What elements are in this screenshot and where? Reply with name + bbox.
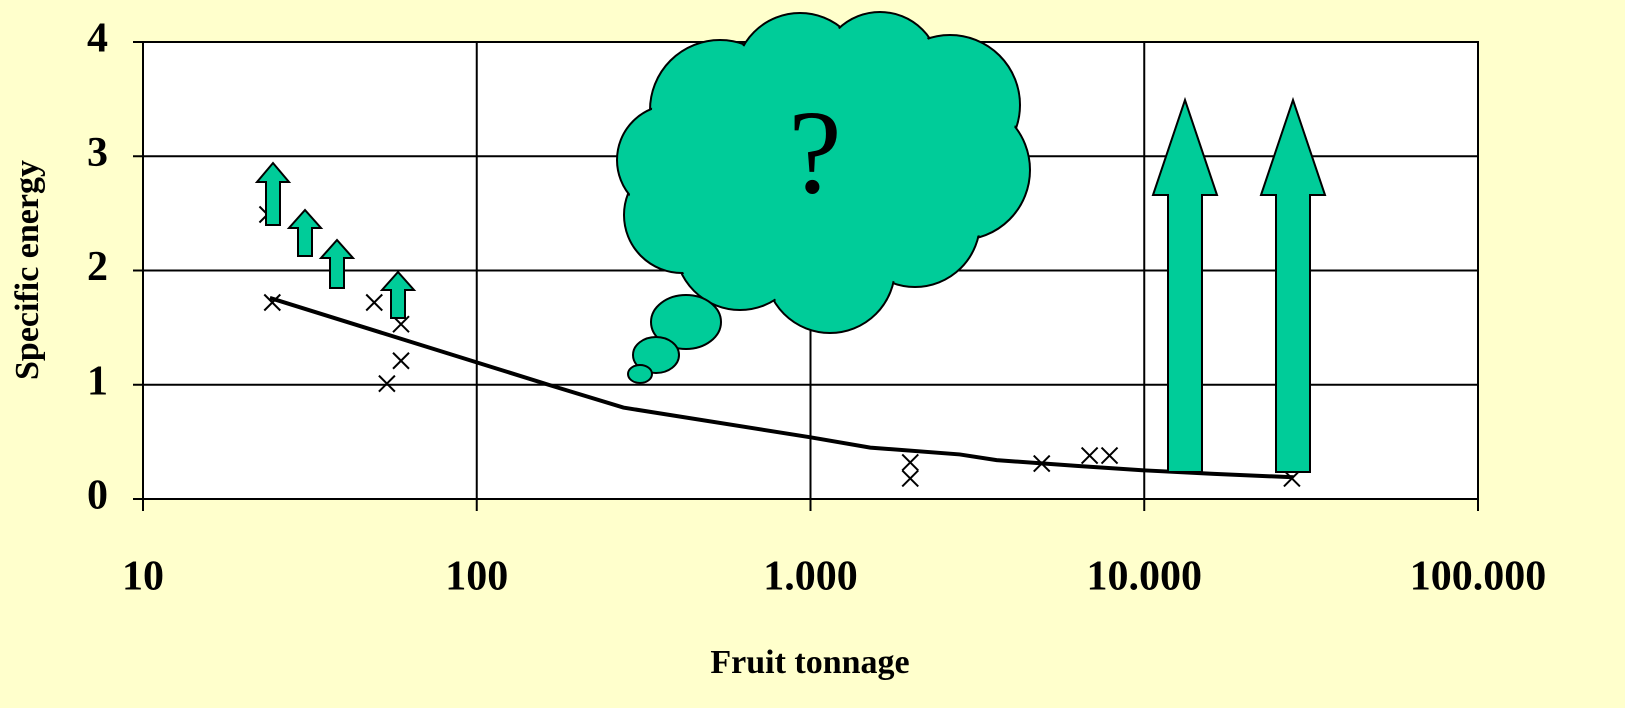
x-tick-label: 100.000 (1410, 554, 1547, 600)
chart: ? Fruit tonnage Specific energy 0 1 2 3 4 10 1… (0, 0, 1625, 708)
x-tick-label: 10.000 (1087, 554, 1203, 600)
y-tick-label: 1 (87, 358, 108, 404)
x-tick-label: 1.000 (763, 554, 858, 600)
y-axis-label: Specific energy (9, 160, 46, 380)
y-tick-label: 2 (87, 244, 108, 290)
x-tick-label: 10 (122, 554, 164, 600)
annotation: ? (788, 86, 841, 219)
y-tick-label: 4 (87, 16, 108, 62)
y-tick-label: 0 (87, 473, 108, 519)
x-tick-label: 100 (445, 554, 508, 600)
y-tick-label: 3 (87, 130, 108, 176)
x-axis-label: Fruit tonnage (710, 644, 909, 681)
